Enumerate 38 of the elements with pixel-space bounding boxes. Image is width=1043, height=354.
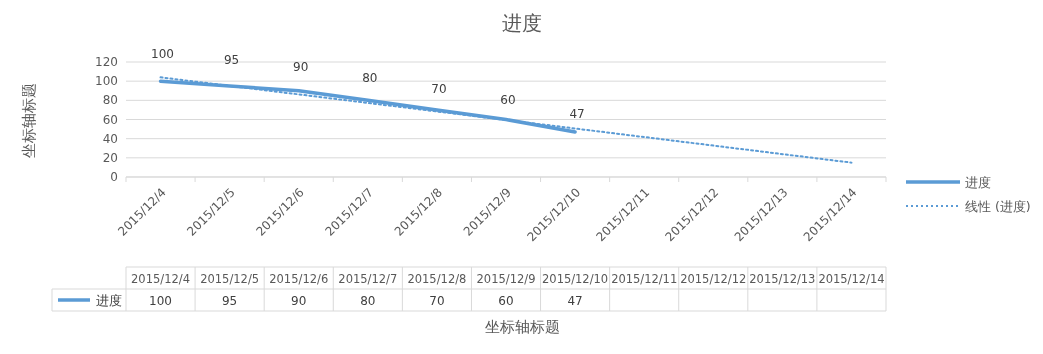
data-label: 80: [360, 294, 376, 308]
text: 100: [151, 47, 174, 62]
data-label: 47: [567, 294, 583, 308]
x-axis-title: 坐标轴标题: [484, 318, 560, 336]
y-tick-label: 120: [95, 55, 118, 69]
text: 90: [293, 59, 309, 74]
text: 80: [362, 70, 378, 85]
text: 进度: [965, 175, 991, 190]
y-tick-label: 100: [95, 74, 118, 89]
category-label: 2015/12/14: [818, 272, 885, 286]
y-tick-label: 0: [110, 170, 118, 184]
category-label: 2015/12/13: [749, 272, 816, 286]
category-label: 2015/12/8: [407, 272, 467, 286]
category-label: 2015/12/9: [476, 272, 536, 286]
text: 60: [500, 93, 516, 107]
chart-title: 进度: [502, 11, 542, 35]
category-label: 2015/12/12: [680, 272, 747, 286]
y-tick-label: 20: [102, 150, 118, 165]
data-label: 70: [429, 294, 445, 308]
data-label: 95: [222, 294, 238, 308]
text: 47: [569, 106, 585, 121]
category-label: 2015/12/11: [611, 272, 678, 286]
text: 70: [431, 81, 447, 96]
text: 95: [224, 53, 240, 68]
data-label: 90: [291, 294, 307, 308]
category-label: 2015/12/6: [269, 272, 329, 286]
y-tick-label: 40: [102, 131, 118, 146]
y-tick-label: 80: [102, 93, 118, 108]
category-label: 2015/12/10: [542, 272, 609, 286]
category-label: 2015/12/7: [338, 272, 398, 286]
data-label: 60: [498, 294, 514, 308]
category-label: 2015/12/5: [200, 272, 260, 286]
category-label: 2015/12/4: [131, 272, 191, 286]
y-axis-title: 坐标轴标题: [20, 82, 38, 158]
legend-label: 进度: [96, 293, 122, 308]
y-tick-label: 60: [102, 112, 118, 127]
legend-label: 线性 (进度): [965, 199, 1031, 214]
data-label: 100: [149, 294, 172, 308]
